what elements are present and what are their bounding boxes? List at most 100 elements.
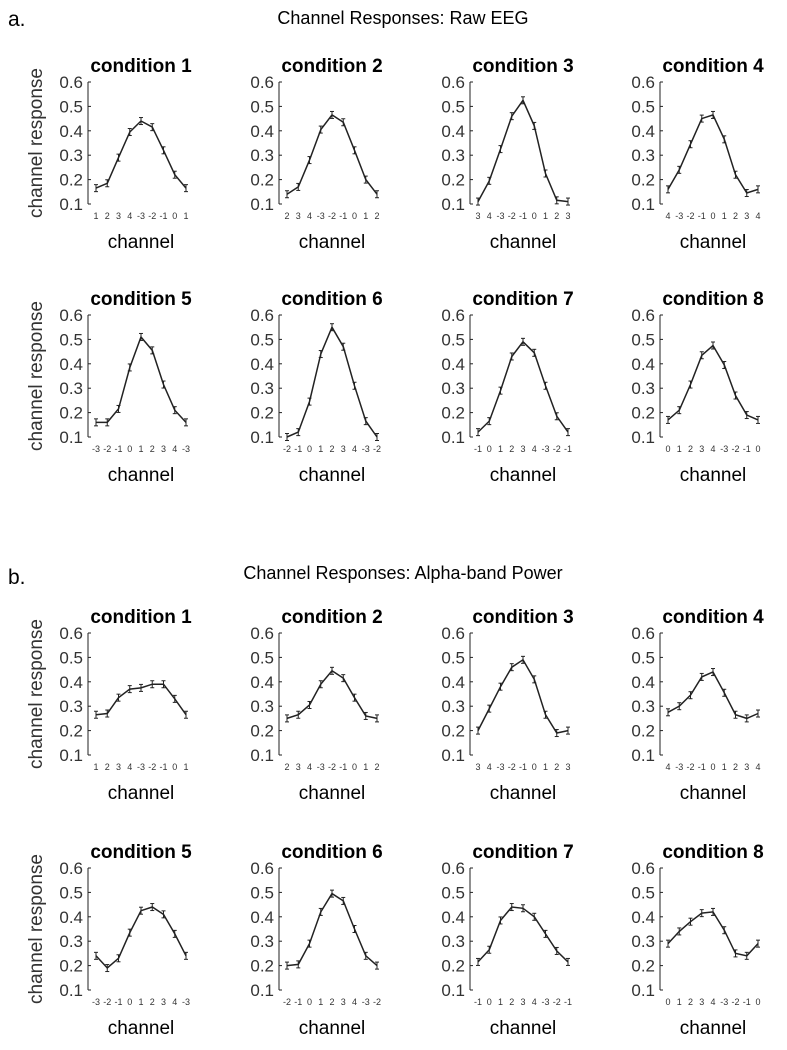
p0-c8-xtick-label: -3 xyxy=(720,444,728,454)
p1-c3-ytick-label: 0.1 xyxy=(441,746,465,765)
panel-b-title: Channel Responses: Alpha-band Power xyxy=(243,563,563,583)
p0-c2-xtick-label: 2 xyxy=(374,211,379,221)
p1-c1-xtick-label: 3 xyxy=(116,762,121,772)
p1-c8-xtick-label: -1 xyxy=(743,997,751,1007)
p1-c2-xtick-label: 3 xyxy=(296,762,301,772)
p0-c2-ytick-label: 0.6 xyxy=(250,73,274,92)
p1-c7-ytick-label: 0.2 xyxy=(441,957,465,976)
p0-c3-xlabel: channel xyxy=(490,232,557,253)
p1-c5-series-line xyxy=(95,906,187,970)
p1-c8-xtick-label: 0 xyxy=(665,997,670,1007)
p0-c7-ytick-label: 0.3 xyxy=(441,379,465,398)
p1-c4-ytick-label: 0.6 xyxy=(631,624,655,643)
p1-c4-series-line xyxy=(667,671,759,720)
p1-c1-ytick-label: 0.5 xyxy=(59,648,83,667)
p1-c2-xtick-label: 4 xyxy=(307,762,312,772)
p0-c6-xtick-label: -2 xyxy=(283,444,291,454)
p1-c6-xtick-label: 0 xyxy=(307,997,312,1007)
p0-c7-ytick-label: 0.1 xyxy=(441,428,465,447)
p0-c1-ytick-label: 0.2 xyxy=(59,171,83,190)
p0-c3-ytick-label: 0.1 xyxy=(441,195,465,214)
panel-b-letter: b. xyxy=(8,566,26,589)
p1-c4-xtick-label: 3 xyxy=(744,762,749,772)
p1-c8-series-line xyxy=(667,911,759,957)
panel-a-title: Channel Responses: Raw EEG xyxy=(277,8,529,28)
p0-c5-ylabel: channel response xyxy=(26,301,47,451)
p0-c5-xtick-label: -1 xyxy=(114,444,122,454)
p1-c5-ylabel: channel response xyxy=(26,854,47,1004)
p1-c8-xtick-label: -2 xyxy=(731,997,739,1007)
p0-c4-xtick-label: 4 xyxy=(755,211,760,221)
p0-c1-xtick-label: -1 xyxy=(159,211,167,221)
p1-c7-xtick-label: -3 xyxy=(541,997,549,1007)
p1-c7-xtick-label: 2 xyxy=(509,997,514,1007)
p0-c1-ytick-label: 0.3 xyxy=(59,146,83,165)
p0-c3-title: condition 3 xyxy=(472,56,573,77)
p1-c7-xlabel: channel xyxy=(490,1018,557,1039)
p0-c7-xtick-label: -2 xyxy=(553,444,561,454)
p1-c3-xtick-label: -3 xyxy=(496,762,504,772)
p1-c7-ytick-label: 0.4 xyxy=(441,908,465,927)
p1-c3-ytick-label: 0.2 xyxy=(441,722,465,741)
p1-c1-ylabel: channel response xyxy=(26,619,47,769)
p1-c4-xtick-label: 1 xyxy=(722,762,727,772)
p1-c3-xtick-label: -2 xyxy=(508,762,516,772)
p0-c2-xtick-label: -2 xyxy=(328,211,336,221)
panel-a-letter: a. xyxy=(8,8,26,31)
p0-c8-xtick-label: 4 xyxy=(710,444,715,454)
p0-c6-xtick-label: 2 xyxy=(329,444,334,454)
p1-c2-xtick-label: 1 xyxy=(363,762,368,772)
p0-c4-ytick-label: 0.2 xyxy=(631,171,655,190)
p0-c5-ytick-label: 0.3 xyxy=(59,379,83,398)
p0-c4-ytick-label: 0.1 xyxy=(631,195,655,214)
p0-c8-ytick-label: 0.3 xyxy=(631,379,655,398)
p1-c5-title: condition 5 xyxy=(90,842,192,863)
p0-c4-xlabel: channel xyxy=(680,232,747,253)
p0-c2-xtick-label: 0 xyxy=(352,211,357,221)
p1-c6-ytick-label: 0.3 xyxy=(250,932,274,951)
p1-c4-ytick-label: 0.1 xyxy=(631,746,655,765)
p0-c5-ytick-label: 0.1 xyxy=(59,428,83,447)
p1-c4-ytick-label: 0.5 xyxy=(631,648,655,667)
p1-c1-xlabel: channel xyxy=(108,783,175,804)
p1-c2-xtick-label: 2 xyxy=(284,762,289,772)
p1-c2-ytick-label: 0.1 xyxy=(250,746,274,765)
p0-c1-xtick-label: 0 xyxy=(172,211,177,221)
p1-c8-ytick-label: 0.3 xyxy=(631,932,655,951)
p1-c6-xtick-label: -1 xyxy=(294,997,302,1007)
p1-c3-title: condition 3 xyxy=(472,607,573,628)
p0-c2-xtick-label: 2 xyxy=(284,211,289,221)
p1-c3-xtick-label: 0 xyxy=(532,762,537,772)
p1-c7-ytick-label: 0.1 xyxy=(441,981,465,1000)
p0-c5-xtick-label: 3 xyxy=(161,444,166,454)
p1-c5-ytick-label: 0.5 xyxy=(59,883,83,902)
p1-c4-xtick-label: -3 xyxy=(675,762,683,772)
p1-c4-xtick-label: -1 xyxy=(698,762,706,772)
p1-c6-ytick-label: 0.2 xyxy=(250,957,274,976)
p1-c1-xtick-label: 0 xyxy=(172,762,177,772)
p1-c6-title: condition 6 xyxy=(281,842,382,863)
p1-c1-ytick-label: 0.4 xyxy=(59,673,83,692)
p1-c8-ytick-label: 0.4 xyxy=(631,908,655,927)
p1-c2-ytick-label: 0.2 xyxy=(250,722,274,741)
p1-c8-xtick-label: 2 xyxy=(688,997,693,1007)
p1-c5-ytick-label: 0.2 xyxy=(59,957,83,976)
p0-c8-title: condition 8 xyxy=(662,289,763,310)
p0-c3-xtick-label: 1 xyxy=(543,211,548,221)
p1-c8-xtick-label: 3 xyxy=(699,997,704,1007)
p1-c5-ytick-label: 0.4 xyxy=(59,908,83,927)
p0-c8-xtick-label: 0 xyxy=(755,444,760,454)
p1-c3-xtick-label: 4 xyxy=(487,762,492,772)
p0-c3-xtick-label: -2 xyxy=(508,211,516,221)
p0-c7-xtick-label: -1 xyxy=(564,444,572,454)
p1-c6-ytick-label: 0.6 xyxy=(250,859,274,878)
p1-c4-xtick-label: 4 xyxy=(755,762,760,772)
p0-c4-xtick-label: -2 xyxy=(686,211,694,221)
p0-c1-xtick-label: 4 xyxy=(127,211,132,221)
p0-c4-ytick-label: 0.6 xyxy=(631,73,655,92)
p0-c7-xtick-label: 0 xyxy=(487,444,492,454)
p1-c1-xtick-label: 1 xyxy=(183,762,188,772)
p0-c6-xlabel: channel xyxy=(299,465,366,486)
p0-c7-ytick-label: 0.5 xyxy=(441,330,465,349)
